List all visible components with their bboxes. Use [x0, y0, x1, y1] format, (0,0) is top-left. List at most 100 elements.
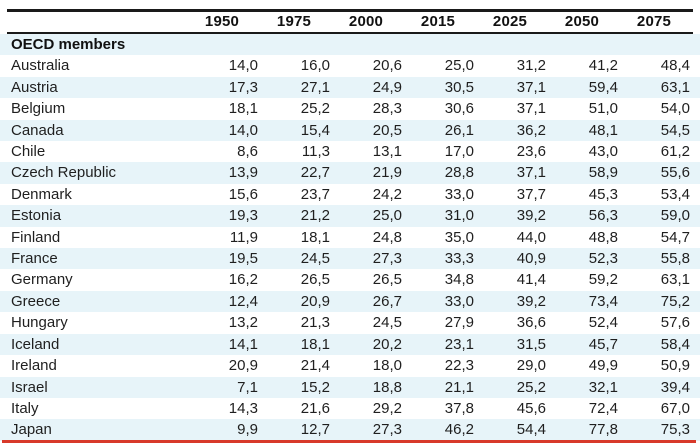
- value-cell: 13,2: [228, 314, 258, 332]
- table-row: Estonia 19,3 21,2 25,0 31,0 39,2 56,3 59,0: [0, 205, 700, 227]
- country-name: Denmark: [11, 185, 72, 203]
- value-cell: 23,1: [444, 335, 474, 353]
- value-cell: 59,0: [660, 207, 690, 225]
- value-cell: 25,2: [516, 378, 546, 396]
- value-cell: 30,6: [444, 100, 474, 118]
- value-cell: 20,9: [228, 357, 258, 375]
- value-cell: 30,5: [444, 78, 474, 96]
- value-cell: 37,1: [516, 100, 546, 118]
- value-cell: 33,3: [444, 250, 474, 268]
- table-body: OECD members Australia 14,0 16,0 20,6 25,0 31…: [0, 34, 700, 441]
- value-cell: 39,2: [516, 207, 546, 225]
- value-cell: 21,3: [300, 314, 330, 332]
- table-row: Hungary 13,2 21,3 24,5 27,9 36,6 52,4 57,6: [0, 312, 700, 333]
- value-cell: 14,3: [228, 399, 258, 417]
- value-cell: 56,3: [588, 207, 618, 225]
- value-cell: 20,6: [372, 57, 402, 75]
- value-cell: 7,1: [237, 378, 258, 396]
- country-name: Greece: [11, 292, 61, 310]
- country-name: Australia: [11, 57, 70, 75]
- value-cell: 39,4: [660, 378, 690, 396]
- table-row: Austria 17,3 27,1 24,9 30,5 37,1 59,4 63,1: [0, 76, 700, 99]
- value-cell: 44,0: [516, 228, 546, 246]
- value-cell: 33,0: [444, 185, 474, 203]
- value-cell: 28,8: [444, 164, 474, 182]
- country-name: Belgium: [11, 100, 66, 118]
- value-cell: 20,2: [372, 335, 402, 353]
- value-cell: 28,3: [372, 100, 402, 118]
- value-cell: 8,6: [237, 143, 258, 161]
- value-cell: 25,0: [372, 207, 402, 225]
- value-cell: 9,9: [237, 421, 258, 439]
- value-cell: 48,4: [660, 57, 690, 75]
- value-cell: 18,1: [300, 228, 330, 246]
- value-cell: 22,3: [444, 357, 474, 375]
- value-cell: 50,9: [660, 357, 690, 375]
- value-cell: 41,4: [516, 271, 546, 289]
- top-spacer: [0, 0, 700, 9]
- value-cell: 31,5: [516, 335, 546, 353]
- value-cell: 37,1: [516, 78, 546, 96]
- value-cell: 45,3: [588, 185, 618, 203]
- value-cell: 63,1: [660, 271, 690, 289]
- value-cell: 23,7: [300, 185, 330, 203]
- value-cell: 57,6: [660, 314, 690, 332]
- country-name: Iceland: [11, 335, 60, 353]
- value-cell: 26,5: [300, 271, 330, 289]
- value-cell: 20,5: [372, 121, 402, 139]
- value-cell: 54,7: [660, 228, 690, 246]
- value-cell: 45,7: [588, 335, 618, 353]
- value-cell: 59,2: [588, 271, 618, 289]
- value-cell: 14,0: [228, 121, 258, 139]
- value-cell: 72,4: [588, 399, 618, 417]
- country-name: Czech Republic: [11, 164, 117, 182]
- value-cell: 32,1: [588, 378, 618, 396]
- value-cell: 13,1: [372, 143, 402, 161]
- country-name: Finland: [11, 228, 61, 246]
- value-cell: 37,1: [516, 164, 546, 182]
- value-cell: 29,2: [372, 399, 402, 417]
- value-cell: 53,4: [660, 185, 690, 203]
- table-row: Finland 11,9 18,1 24,8 35,0 44,0 48,8 54,7: [0, 227, 700, 248]
- value-cell: 61,2: [660, 143, 690, 161]
- country-name: Estonia: [11, 207, 62, 225]
- value-cell: 20,9: [300, 292, 330, 310]
- column-header-1975: 1975: [276, 12, 312, 30]
- value-cell: 16,0: [300, 57, 330, 75]
- value-cell: 21,4: [300, 357, 330, 375]
- value-cell: 14,1: [228, 335, 258, 353]
- table-row: Denmark 15,6 23,7 24,2 33,0 37,7 45,3 53,4: [0, 184, 700, 205]
- column-header-2075: 2075: [636, 12, 672, 30]
- country-name: Italy: [11, 399, 39, 417]
- value-cell: 36,6: [516, 314, 546, 332]
- value-cell: 24,5: [372, 314, 402, 332]
- value-cell: 19,5: [228, 250, 258, 268]
- value-cell: 18,8: [372, 378, 402, 396]
- header-rule: [7, 31, 693, 34]
- value-cell: 43,0: [588, 143, 618, 161]
- country-name: Israel: [11, 378, 48, 396]
- value-cell: 54,0: [660, 100, 690, 118]
- value-cell: 45,6: [516, 399, 546, 417]
- value-cell: 36,2: [516, 121, 546, 139]
- value-cell: 22,7: [300, 164, 330, 182]
- table-row: Belgium 18,1 25,2 28,3 30,6 37,1 51,0 54,0: [0, 98, 700, 119]
- value-cell: 59,4: [588, 78, 618, 96]
- value-cell: 58,9: [588, 164, 618, 182]
- value-cell: 49,9: [588, 357, 618, 375]
- value-cell: 19,3: [228, 207, 258, 225]
- value-cell: 27,1: [300, 78, 330, 96]
- value-cell: 27,3: [372, 421, 402, 439]
- value-cell: 37,8: [444, 399, 474, 417]
- value-cell: 26,1: [444, 121, 474, 139]
- value-cell: 48,8: [588, 228, 618, 246]
- country-name: Hungary: [11, 314, 68, 332]
- table-row: Canada 14,0 15,4 20,5 26,1 36,2 48,1 54,5: [0, 119, 700, 142]
- value-cell: 15,6: [228, 185, 258, 203]
- group-header-row: OECD members: [0, 34, 700, 56]
- country-name: Chile: [11, 143, 46, 161]
- value-cell: 54,5: [660, 121, 690, 139]
- table-row: Chile 8,6 11,3 13,1 17,0 23,6 43,0 61,2: [0, 141, 700, 162]
- value-cell: 31,0: [444, 207, 474, 225]
- group-label: OECD members: [11, 36, 126, 53]
